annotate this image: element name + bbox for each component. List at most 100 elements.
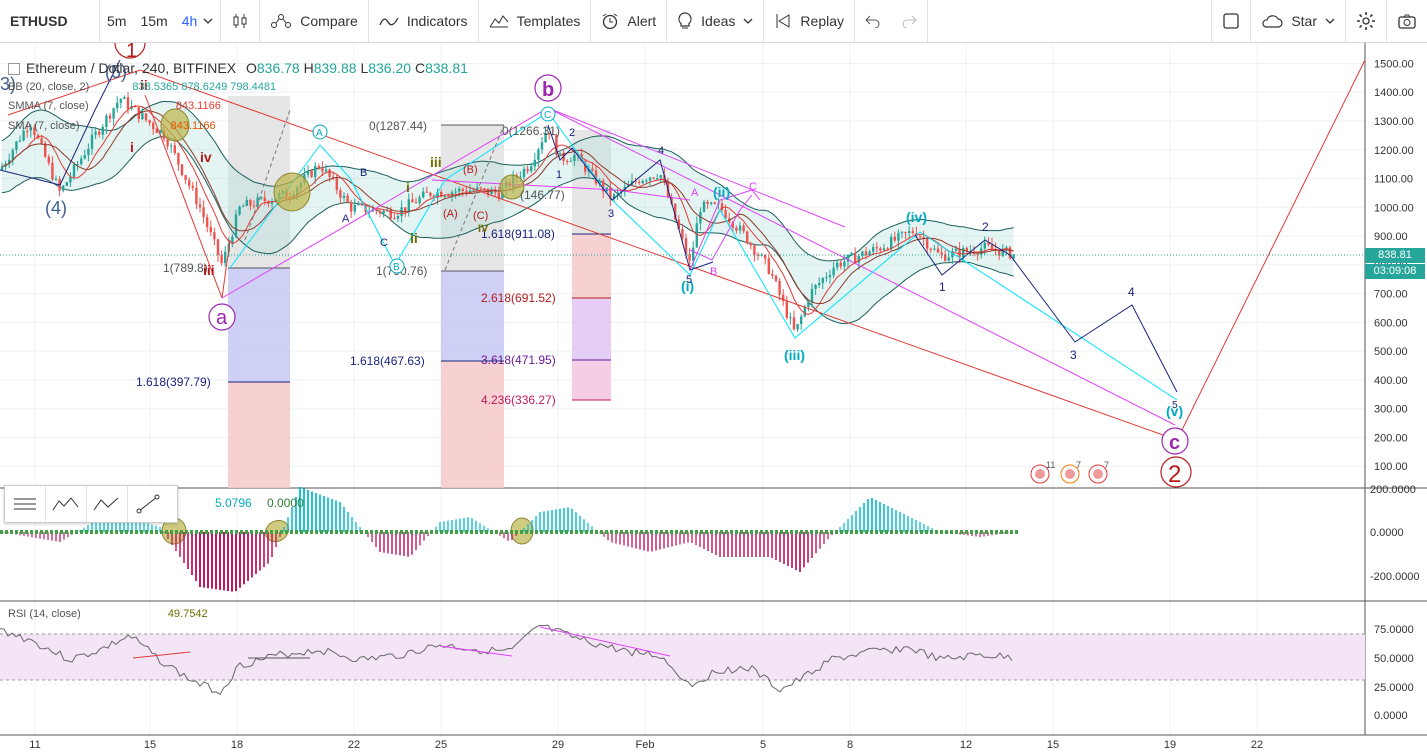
candle-body	[425, 191, 428, 193]
chart-canvas[interactable]: 1500.001400.001300.001200.001100.001000.…	[0, 43, 1427, 754]
rsi-divergence-lines[interactable]	[439, 626, 671, 657]
candle-body	[836, 262, 839, 268]
candle-body	[983, 242, 986, 249]
candle-body	[335, 177, 338, 191]
settings-button[interactable]	[1346, 0, 1387, 42]
sma-legend[interactable]: SMA (7, close) 843.1166	[8, 120, 216, 132]
blue-left-line	[0, 59, 121, 186]
oscillator-histogram[interactable]	[0, 487, 1018, 592]
wave-label-paren-v: (v)	[1166, 403, 1183, 419]
candle-body	[810, 288, 814, 303]
redo-button[interactable]	[891, 0, 929, 42]
collapse-icon[interactable]	[8, 63, 20, 76]
templates-button[interactable]: Templates	[479, 0, 592, 42]
alert-button[interactable]: Alert	[591, 0, 668, 42]
indicators-button[interactable]: Indicators	[369, 0, 479, 42]
candle-body	[447, 195, 450, 197]
candle-body	[609, 187, 612, 199]
cyan-wave-path	[229, 111, 1178, 401]
bb-legend[interactable]: BB (20, close, 2) 838.5365 878.6249 798.…	[8, 81, 276, 93]
fib-label: 2.618(691.52)	[481, 291, 556, 305]
wave-label-paren-iii: (iii)	[784, 347, 805, 363]
osc-tick: 0.0000	[1370, 527, 1404, 539]
economic-events[interactable]: 11 7 7	[1030, 460, 1109, 484]
candle-body	[98, 131, 101, 135]
timeframe-15m[interactable]: 15m	[133, 0, 174, 42]
candle-body	[684, 238, 688, 255]
candle-body	[558, 152, 562, 155]
candle-body	[857, 256, 860, 263]
candle-body	[440, 191, 443, 197]
main-legend[interactable]: Ethereum / Dollar, 240, BITFINEX O836.78…	[8, 60, 468, 76]
candle-body	[198, 204, 202, 208]
rsi-legend[interactable]: RSI (14, close) 49.7542	[8, 608, 208, 620]
time-tick: 12	[960, 739, 972, 751]
candle-body	[645, 180, 648, 182]
drag-handle[interactable]	[5, 486, 46, 522]
price-tick: 300.00	[1374, 404, 1408, 416]
candle-body	[170, 145, 173, 147]
proj-label-5: 5	[1172, 400, 1178, 411]
undo-button[interactable]	[855, 0, 891, 42]
candle-body	[429, 192, 432, 196]
timeframe-5m[interactable]: 5m	[100, 0, 133, 42]
candle-body	[533, 159, 536, 167]
event-count: 11	[1046, 460, 1055, 470]
candle-body	[407, 199, 410, 212]
candle-body	[173, 145, 176, 154]
cloud-icon	[1262, 15, 1283, 28]
dashed-gray-line	[244, 109, 291, 241]
compare-icon	[271, 14, 292, 28]
wave-label-circle-A: A	[316, 128, 323, 139]
elliott-correction-tool[interactable]	[87, 486, 128, 522]
candle-body	[555, 135, 558, 155]
ideas-button[interactable]: Ideas	[667, 0, 765, 42]
candle-body	[479, 187, 482, 189]
candle-body	[152, 123, 155, 129]
chart-type-button[interactable]	[220, 0, 261, 42]
star-button[interactable]: Star	[1251, 0, 1346, 42]
snapshot-button[interactable]	[1387, 0, 1427, 42]
rsi-line[interactable]	[0, 624, 1013, 696]
sma-label: SMA (7, close)	[8, 120, 80, 132]
candle-body	[821, 278, 824, 283]
candle-body	[342, 195, 346, 198]
candle-body	[422, 191, 425, 198]
fib-label: 0(1266.31)	[502, 124, 560, 138]
blue-wave-path	[547, 124, 714, 271]
smma-legend[interactable]: SMMA (7, close) 843.1166	[8, 100, 221, 112]
candle-body	[522, 168, 526, 178]
trend-drawings[interactable]	[0, 59, 1366, 441]
candle-body	[573, 154, 576, 162]
candle-body	[432, 195, 436, 198]
candle-body	[29, 127, 32, 131]
rsi-red-lines[interactable]	[132, 651, 191, 659]
candle-body	[450, 192, 454, 197]
candle-body	[519, 177, 522, 179]
symbol-search[interactable]: ETHUSD	[0, 0, 100, 42]
elliott-impulse-tool[interactable]	[46, 486, 87, 522]
templates-icon	[489, 15, 508, 28]
candle-body	[332, 176, 335, 178]
trend-line-tool[interactable]	[128, 486, 168, 522]
time-tick: Feb	[636, 739, 655, 751]
timeframe-4h[interactable]: 4h	[175, 0, 221, 42]
wave-label-C: C	[380, 237, 388, 249]
candle-body	[890, 236, 893, 250]
candle-body	[159, 130, 162, 133]
osc-value-2: 0.0000	[267, 496, 304, 510]
fullscreen-button[interactable]	[1211, 0, 1252, 42]
price-tick: 1100.00	[1374, 174, 1413, 186]
wave-label-b: b	[542, 79, 554, 101]
compare-button[interactable]: Compare	[260, 0, 369, 42]
grid-lines	[0, 43, 1365, 735]
last-price-label: 838.81	[1365, 248, 1425, 263]
osc-legend[interactable]: 5.0796 0.0000	[215, 496, 304, 510]
wave-label-paren-4: (4)	[45, 198, 67, 218]
candle-body	[792, 317, 796, 330]
candle-body	[436, 191, 439, 198]
candle-body	[965, 248, 968, 252]
wave-label-paren-B: (B)	[463, 164, 478, 176]
rsi-value: 49.7542	[167, 608, 208, 620]
replay-button[interactable]: Replay	[764, 0, 856, 42]
